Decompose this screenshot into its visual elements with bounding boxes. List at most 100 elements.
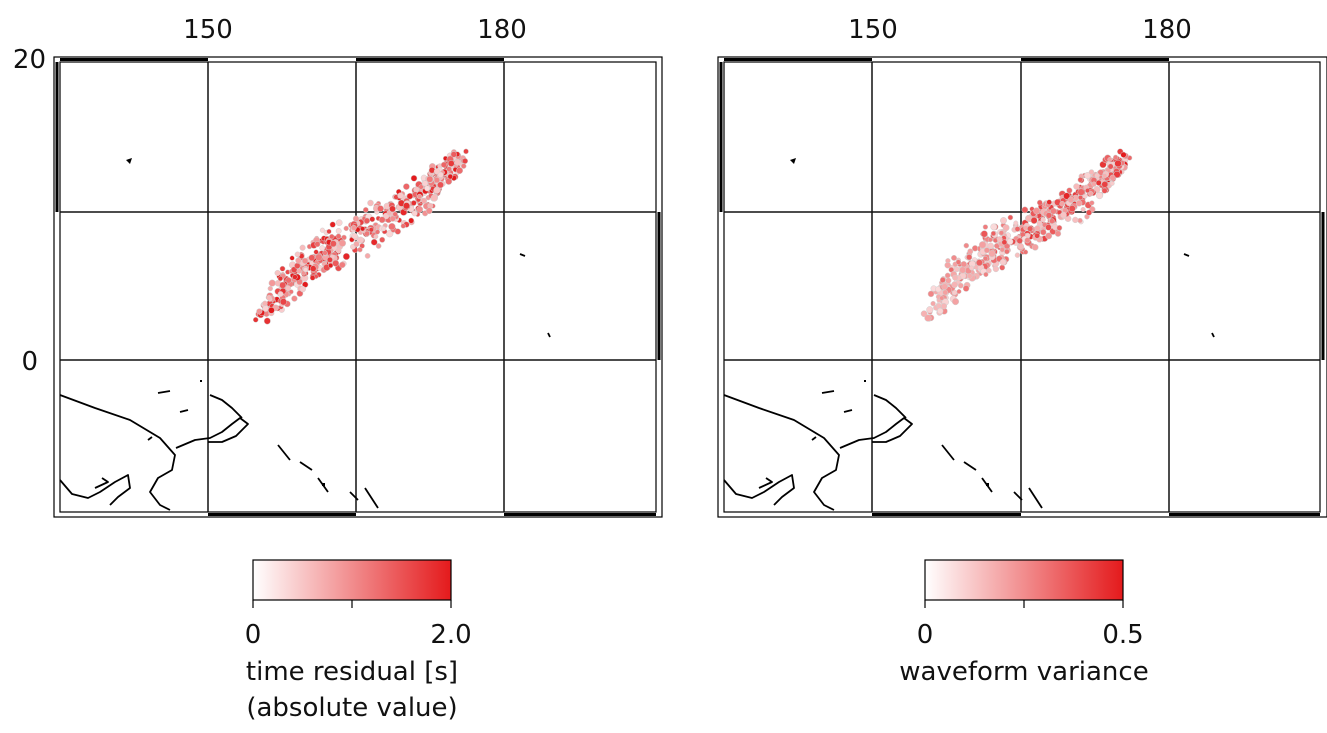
earthquake-marker (353, 240, 360, 248)
earthquake-marker (1034, 232, 1040, 239)
earthquake-marker (1024, 237, 1031, 244)
earthquake-marker (959, 266, 967, 274)
earthquake-marker (378, 216, 386, 224)
lat-tick-label-0: 0 (21, 347, 38, 377)
earthquake-marker (996, 236, 1003, 243)
earthquake-marker (1072, 216, 1079, 224)
earthquake-marker (927, 290, 935, 298)
earthquake-marker (1033, 207, 1041, 215)
earthquake-marker (322, 250, 328, 256)
earthquake-marker (1059, 200, 1065, 207)
earthquake-marker (381, 226, 387, 232)
earthquake-marker (326, 256, 333, 263)
earthquake-marker (1101, 173, 1108, 179)
earthquake-marker (296, 268, 302, 274)
earthquake-marker (403, 183, 410, 190)
earthquake-marker (368, 227, 374, 233)
earthquake-marker (285, 277, 292, 284)
earthquake-marker (1013, 220, 1019, 226)
earthquake-marker (1101, 181, 1109, 188)
earthquake-marker (1095, 179, 1102, 186)
earthquake-marker (433, 177, 440, 184)
earthquake-marker (266, 295, 272, 301)
earthquake-marker (294, 262, 301, 269)
earthquake-marker (335, 233, 342, 240)
earthquake-marker (1045, 212, 1053, 219)
earthquake-marker (339, 261, 346, 269)
earthquake-marker (1000, 217, 1007, 224)
earthquake-marker (941, 283, 948, 290)
earthquake-marker (411, 210, 418, 217)
earthquake-marker (295, 257, 302, 264)
earthquake-marker (1094, 172, 1100, 179)
earthquake-marker (1056, 225, 1063, 231)
earthquake-marker (1002, 224, 1010, 232)
earthquake-marker (342, 252, 350, 261)
earthquake-marker (303, 267, 309, 273)
earthquake-marker (363, 217, 371, 224)
earthquake-marker (1016, 237, 1023, 244)
earthquake-marker (1075, 200, 1083, 207)
earthquake-marker (951, 254, 957, 261)
earthquake-marker (329, 240, 337, 248)
earthquake-marker (408, 217, 415, 224)
earthquake-marker (1040, 229, 1047, 236)
earthquake-marker (969, 265, 975, 271)
earthquake-marker (450, 151, 457, 158)
earthquake-marker (446, 166, 452, 172)
earthquake-marker (437, 181, 444, 189)
earthquake-marker (967, 248, 974, 255)
coastlines (723, 253, 1215, 511)
earthquake-marker (975, 259, 983, 267)
earthquake-marker (338, 239, 347, 247)
earthquake-marker (1107, 163, 1114, 170)
earthquake-marker (440, 161, 447, 168)
earthquake-marker (945, 277, 952, 284)
colorbar: 0 0.5 waveform variance (899, 559, 1149, 687)
earthquake-marker (1004, 248, 1010, 255)
earthquake-marker (426, 175, 434, 183)
earthquake-marker (999, 247, 1005, 253)
earthquake-marker (1089, 200, 1095, 206)
earthquake-marker (430, 194, 438, 202)
earthquake-marker (296, 290, 304, 297)
small-islands (126, 158, 325, 486)
earthquake-marker (351, 224, 357, 231)
colorbar-title-line-2: (absolute value) (246, 693, 457, 723)
earthquake-marker (375, 243, 382, 249)
earthquake-marker (335, 247, 342, 254)
colorbar-title-line-1: waveform variance (899, 657, 1148, 687)
earthquake-marker (1068, 205, 1076, 213)
lon-tick-label-150: 150 (183, 15, 233, 45)
earthquake-marker (299, 285, 306, 293)
earthquake-marker (424, 185, 431, 192)
earthquake-marker (416, 193, 423, 200)
earthquake-marker (1014, 252, 1021, 258)
earthquake-marker (433, 186, 441, 194)
earthquake-marker (963, 242, 970, 249)
earthquake-marker (1049, 218, 1055, 224)
earthquake-marker (1021, 206, 1029, 214)
earthquake-marker (1054, 230, 1062, 237)
earthquake-marker (418, 184, 424, 190)
earthquake-marker (267, 285, 273, 292)
map-frame (53, 56, 663, 518)
earthquake-marker (1027, 225, 1034, 232)
earthquake-marker (447, 173, 454, 180)
earthquake-marker (952, 274, 959, 281)
earthquake-marker (268, 279, 276, 287)
earthquake-marker (364, 230, 370, 237)
earthquake-marker (1007, 214, 1014, 221)
earthquake-marker (386, 210, 392, 216)
earthquake-marker (437, 171, 444, 178)
earthquake-marker (447, 160, 455, 167)
earthquake-marker (987, 237, 993, 243)
earthquake-marker (292, 274, 298, 280)
earthquake-marker (420, 197, 428, 204)
earthquake-marker (279, 265, 286, 272)
earthquake-marker (369, 216, 376, 223)
earthquake-marker (1077, 188, 1085, 196)
earthquake-marker (315, 253, 323, 261)
lon-tick-label-150: 150 (848, 15, 898, 45)
earthquake-marker (291, 295, 298, 302)
